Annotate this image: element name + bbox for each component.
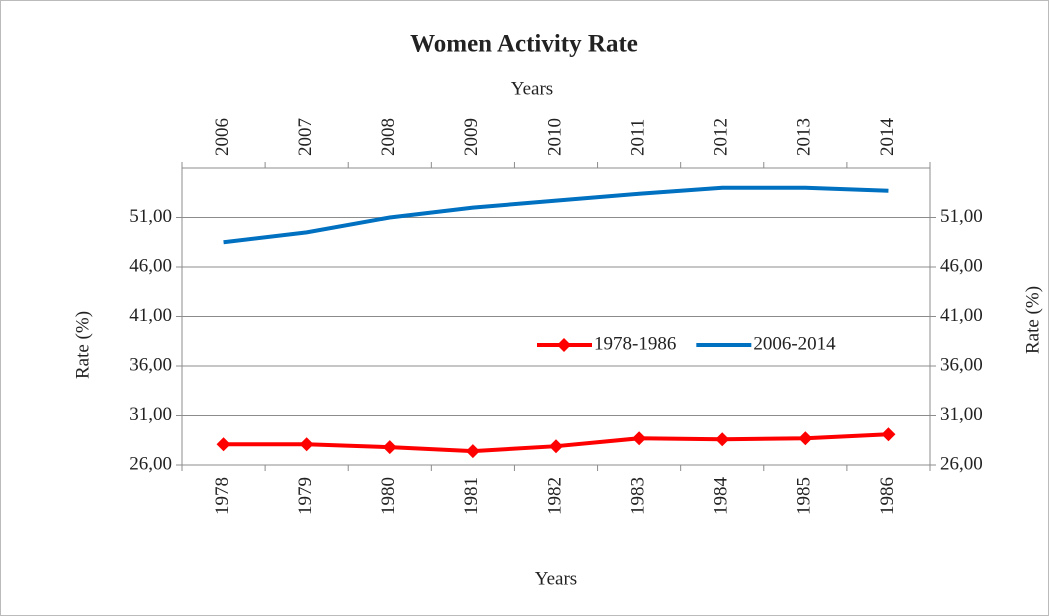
point-marker (382, 440, 397, 455)
y2-axis-label: Rate (%) (1022, 286, 1043, 354)
point-marker (549, 439, 563, 454)
y-axis-label: Rate (%) (72, 311, 93, 379)
y2-tick-label: 36,00 (940, 354, 983, 375)
point-marker (216, 437, 231, 452)
series-line (223, 185, 889, 245)
point-marker (881, 427, 896, 442)
legend-marker (557, 338, 571, 352)
x-tick-label: 1980 (378, 477, 399, 515)
chart-title: Women Activity Rate (410, 31, 638, 58)
legend-label: 2006-2014 (753, 333, 836, 354)
legend-label: 1978-1986 (594, 333, 676, 354)
x2-tick-label: 2006 (212, 118, 233, 156)
x-tick-label: 1985 (794, 477, 815, 515)
y-tick-label: 46,00 (129, 255, 172, 276)
y2-tick-label: 51,00 (940, 206, 983, 227)
x2-axis-label: Years (511, 78, 553, 99)
x-tick-label: 1986 (877, 477, 898, 515)
x2-tick-label: 2010 (544, 118, 565, 156)
x2-tick-label: 2013 (794, 118, 815, 156)
x2-tick-label: 2014 (877, 118, 898, 157)
y2-tick-label: 31,00 (940, 404, 983, 425)
x2-tick-label: 2011 (627, 119, 648, 156)
y2-tick-label: 46,00 (940, 255, 983, 276)
point-marker (299, 437, 314, 452)
x-tick-label: 1978 (212, 477, 233, 515)
x-tick-label: 1984 (711, 477, 732, 516)
y-tick-label: 41,00 (129, 305, 172, 326)
point-marker (632, 431, 647, 446)
y-tick-label: 36,00 (129, 354, 172, 375)
x-tick-label: 1982 (544, 477, 565, 515)
x-axis-label: Years (535, 568, 577, 589)
y-tick-label: 31,00 (129, 404, 172, 425)
x-tick-label: 1979 (295, 477, 316, 515)
y-tick-label: 26,00 (129, 453, 172, 474)
x2-tick-label: 2009 (461, 118, 482, 156)
y-tick-label: 51,00 (129, 206, 172, 227)
y2-tick-label: 41,00 (940, 305, 983, 326)
point-marker (715, 432, 730, 447)
x2-tick-label: 2008 (378, 118, 399, 156)
x2-tick-label: 2007 (295, 118, 316, 156)
point-marker (465, 444, 480, 459)
x-tick-label: 1981 (461, 477, 482, 515)
x2-tick-label: 2012 (711, 118, 732, 156)
point-marker (798, 431, 813, 446)
x-tick-label: 1983 (627, 477, 648, 515)
y2-tick-label: 26,00 (940, 453, 983, 474)
